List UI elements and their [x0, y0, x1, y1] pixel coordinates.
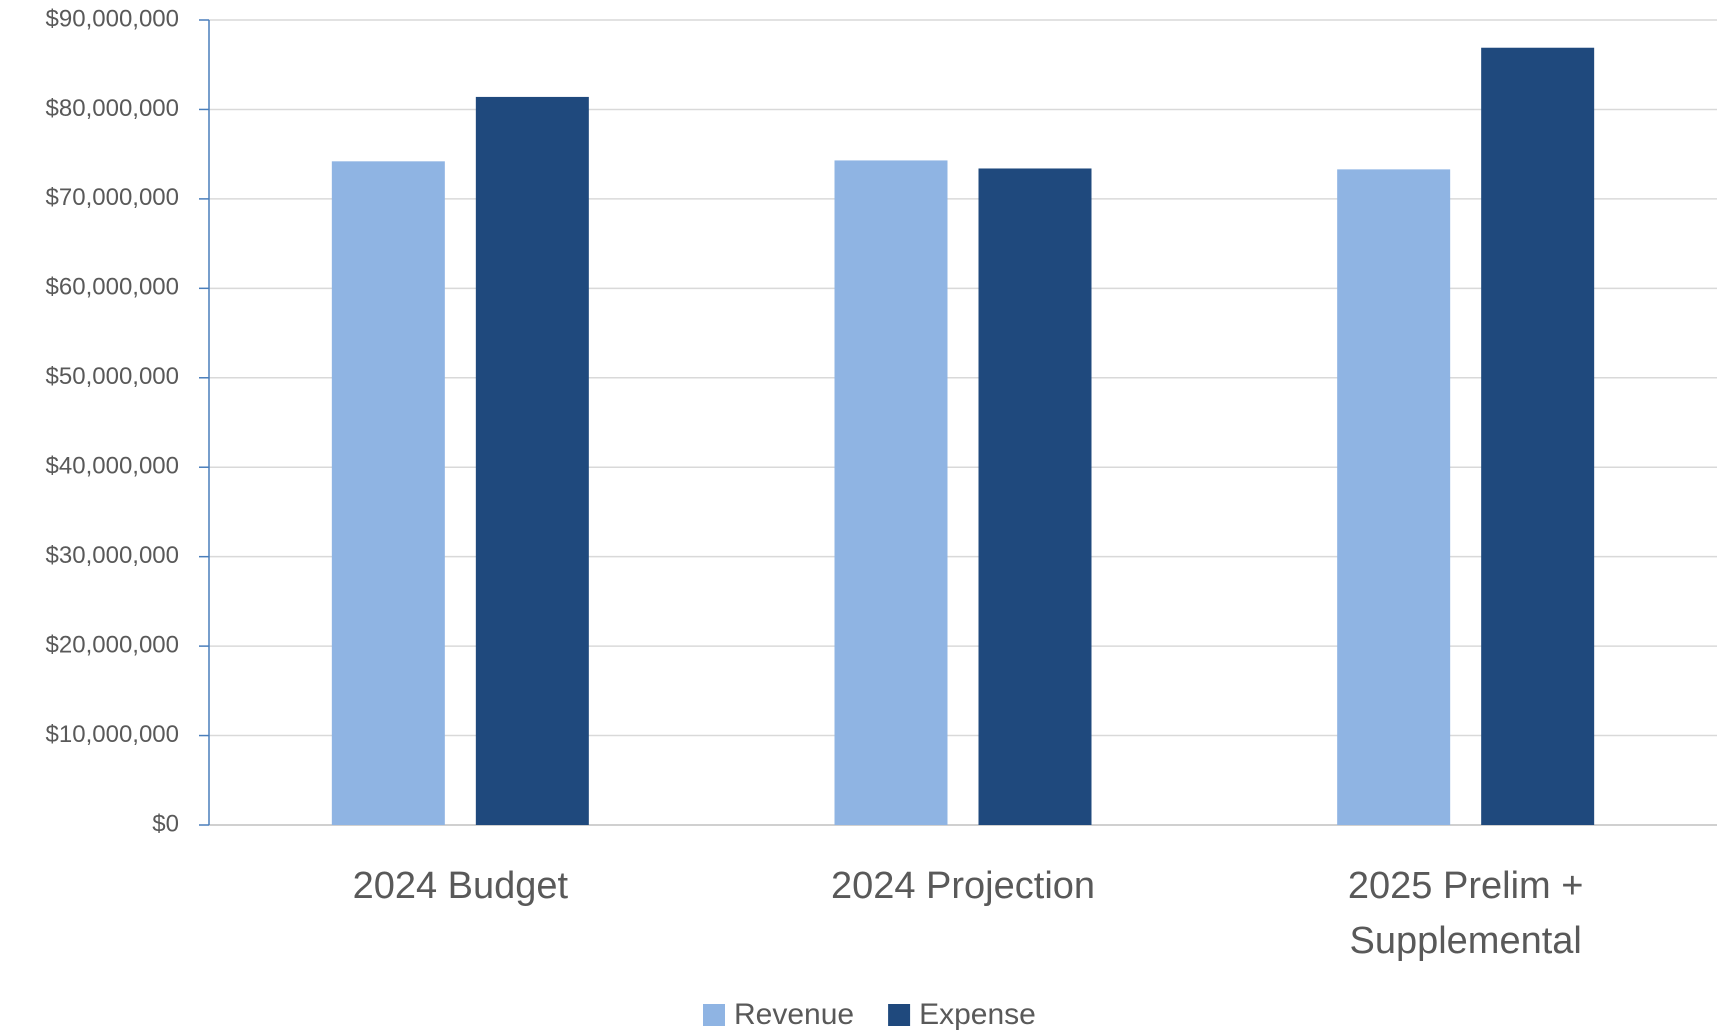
- y-tick-label: $30,000,000: [46, 542, 179, 569]
- y-tick-label: $40,000,000: [46, 453, 179, 480]
- bar: [331, 161, 445, 826]
- y-tick-label: $70,000,000: [46, 184, 179, 211]
- legend-swatch: [888, 1004, 911, 1026]
- y-tick-label: $20,000,000: [46, 631, 179, 658]
- bar: [1481, 47, 1595, 825]
- x-tick-label: 2024 Projection: [831, 865, 1095, 907]
- x-tick-label: 2025 Prelim + Supplemental: [1348, 865, 1584, 962]
- y-tick-label: $50,000,000: [46, 363, 179, 390]
- legend-swatch: [703, 1004, 725, 1026]
- y-tick-label: $90,000,000: [46, 5, 179, 32]
- legend-label: Expense: [919, 998, 1036, 1031]
- x-tick-label: 2024 Budget: [353, 865, 569, 907]
- bar: [475, 96, 589, 825]
- y-tick-label: $10,000,000: [46, 721, 179, 748]
- y-tick-label: $80,000,000: [46, 95, 179, 122]
- bar: [834, 160, 948, 825]
- bar: [978, 168, 1092, 825]
- y-tick-label: $0: [152, 810, 179, 837]
- y-tick-label: $60,000,000: [46, 274, 179, 301]
- bar: [1337, 169, 1451, 826]
- legend-label: Revenue: [734, 998, 854, 1031]
